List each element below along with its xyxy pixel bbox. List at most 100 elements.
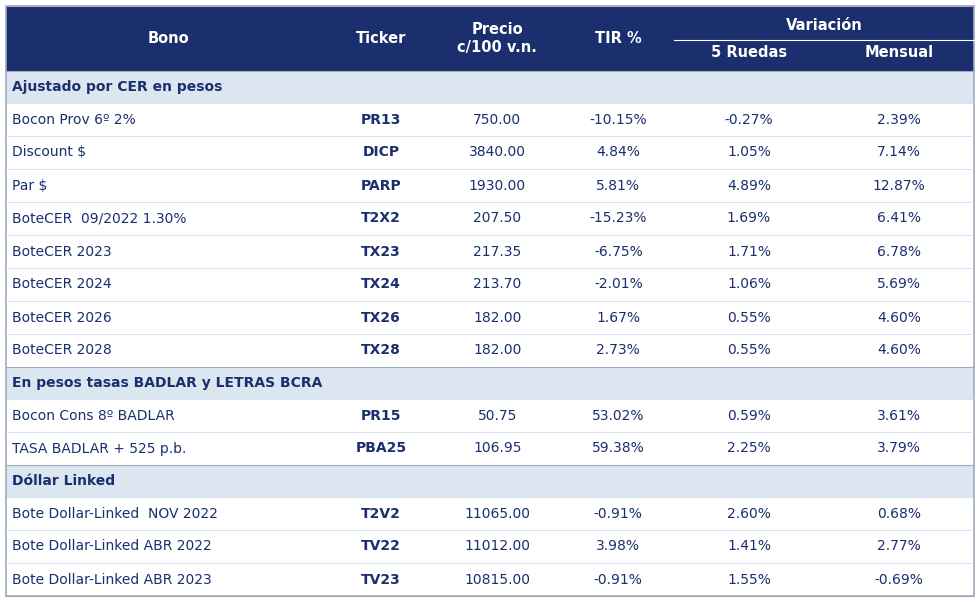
Text: 4.60%: 4.60% (877, 344, 921, 358)
Text: 50.75: 50.75 (477, 409, 516, 423)
Text: Mensual: Mensual (864, 45, 934, 60)
Bar (6, 235, 974, 268)
Text: 3.98%: 3.98% (596, 539, 640, 553)
Bar (6, 465, 974, 497)
Text: 106.95: 106.95 (473, 441, 521, 456)
Text: 1.69%: 1.69% (727, 211, 771, 226)
Text: 217.35: 217.35 (473, 244, 521, 258)
Text: 3.79%: 3.79% (877, 441, 921, 456)
Text: 0.59%: 0.59% (727, 409, 771, 423)
Text: -0.69%: -0.69% (874, 573, 923, 586)
Text: 2.39%: 2.39% (877, 113, 921, 126)
Text: 182.00: 182.00 (473, 311, 521, 324)
Text: TV23: TV23 (362, 573, 401, 586)
Text: -0.91%: -0.91% (594, 573, 643, 586)
Text: Bono: Bono (147, 31, 189, 46)
Text: TV22: TV22 (362, 539, 401, 553)
Text: BoteCER 2023: BoteCER 2023 (12, 244, 112, 258)
Text: Bote Dollar-Linked  NOV 2022: Bote Dollar-Linked NOV 2022 (12, 506, 218, 521)
Text: DICP: DICP (363, 146, 400, 160)
Text: 6.78%: 6.78% (877, 244, 921, 258)
Text: BoteCER  09/2022 1.30%: BoteCER 09/2022 1.30% (12, 211, 186, 226)
Text: TX24: TX24 (362, 278, 401, 291)
Text: 3840.00: 3840.00 (468, 146, 525, 160)
Bar (6, 497, 974, 530)
Text: 1.41%: 1.41% (727, 539, 771, 553)
Text: 0.55%: 0.55% (727, 311, 771, 324)
Text: 59.38%: 59.38% (592, 441, 645, 456)
Text: -15.23%: -15.23% (590, 211, 647, 226)
Text: 1.06%: 1.06% (727, 278, 771, 291)
Text: 11065.00: 11065.00 (465, 506, 530, 521)
Text: -0.91%: -0.91% (594, 506, 643, 521)
Text: 5 Ruedas: 5 Ruedas (710, 45, 787, 60)
Text: Ticker: Ticker (356, 31, 407, 46)
Text: TASA BADLAR + 525 p.b.: TASA BADLAR + 525 p.b. (12, 441, 186, 456)
Text: 1930.00: 1930.00 (468, 179, 526, 193)
Text: TX23: TX23 (362, 244, 401, 258)
Text: 182.00: 182.00 (473, 344, 521, 358)
Bar (6, 169, 974, 202)
Text: 0.68%: 0.68% (877, 506, 921, 521)
Text: Bocon Prov 6º 2%: Bocon Prov 6º 2% (12, 113, 136, 126)
Text: 5.81%: 5.81% (596, 179, 640, 193)
Text: 10815.00: 10815.00 (465, 573, 530, 586)
Text: -6.75%: -6.75% (594, 244, 643, 258)
Text: -2.01%: -2.01% (594, 278, 643, 291)
Text: BoteCER 2028: BoteCER 2028 (12, 344, 112, 358)
Bar (6, 563, 974, 596)
Text: 7.14%: 7.14% (877, 146, 921, 160)
Text: 2.60%: 2.60% (727, 506, 771, 521)
Text: 1.55%: 1.55% (727, 573, 771, 586)
Bar (6, 334, 974, 367)
Text: 5.69%: 5.69% (877, 278, 921, 291)
Bar (6, 6, 974, 71)
Text: Bote Dollar-Linked ABR 2023: Bote Dollar-Linked ABR 2023 (12, 573, 212, 586)
Bar (6, 530, 974, 563)
Text: T2X2: T2X2 (362, 211, 401, 226)
Text: 4.89%: 4.89% (727, 179, 771, 193)
Text: 4.84%: 4.84% (596, 146, 640, 160)
Text: 1.05%: 1.05% (727, 146, 771, 160)
Text: TX28: TX28 (362, 344, 401, 358)
Bar (6, 432, 974, 465)
Text: Bocon Cons 8º BADLAR: Bocon Cons 8º BADLAR (12, 409, 174, 423)
Text: 6.41%: 6.41% (877, 211, 921, 226)
Bar (6, 71, 974, 103)
Text: PARP: PARP (361, 179, 402, 193)
Text: 207.50: 207.50 (473, 211, 521, 226)
Text: -0.27%: -0.27% (724, 113, 773, 126)
Bar (6, 268, 974, 301)
Text: 11012.00: 11012.00 (465, 539, 530, 553)
Bar (6, 202, 974, 235)
Text: Precio
c/100 v.n.: Precio c/100 v.n. (458, 22, 537, 55)
Text: 750.00: 750.00 (473, 113, 521, 126)
Text: Discount $: Discount $ (12, 146, 86, 160)
Text: BoteCER 2024: BoteCER 2024 (12, 278, 112, 291)
Bar (6, 399, 974, 432)
Text: BoteCER 2026: BoteCER 2026 (12, 311, 112, 324)
Text: PR13: PR13 (361, 113, 401, 126)
Text: Dóllar Linked: Dóllar Linked (12, 474, 115, 488)
Text: 1.67%: 1.67% (596, 311, 640, 324)
Text: 2.25%: 2.25% (727, 441, 771, 456)
Text: 2.73%: 2.73% (597, 344, 640, 358)
Text: Variación: Variación (786, 18, 862, 33)
Bar (6, 367, 974, 399)
Text: 12.87%: 12.87% (872, 179, 925, 193)
Text: 1.71%: 1.71% (727, 244, 771, 258)
Text: TX26: TX26 (362, 311, 401, 324)
Text: 0.55%: 0.55% (727, 344, 771, 358)
Text: 4.60%: 4.60% (877, 311, 921, 324)
Text: Ajustado por CER en pesos: Ajustado por CER en pesos (12, 80, 222, 94)
Text: Bote Dollar-Linked ABR 2022: Bote Dollar-Linked ABR 2022 (12, 539, 212, 553)
Bar (6, 103, 974, 136)
Bar (6, 136, 974, 169)
Bar (6, 301, 974, 334)
Text: T2V2: T2V2 (362, 506, 401, 521)
Text: En pesos tasas BADLAR y LETRAS BCRA: En pesos tasas BADLAR y LETRAS BCRA (12, 376, 322, 390)
Text: 2.77%: 2.77% (877, 539, 921, 553)
Text: 213.70: 213.70 (473, 278, 521, 291)
Text: TIR %: TIR % (595, 31, 642, 46)
Text: 3.61%: 3.61% (877, 409, 921, 423)
